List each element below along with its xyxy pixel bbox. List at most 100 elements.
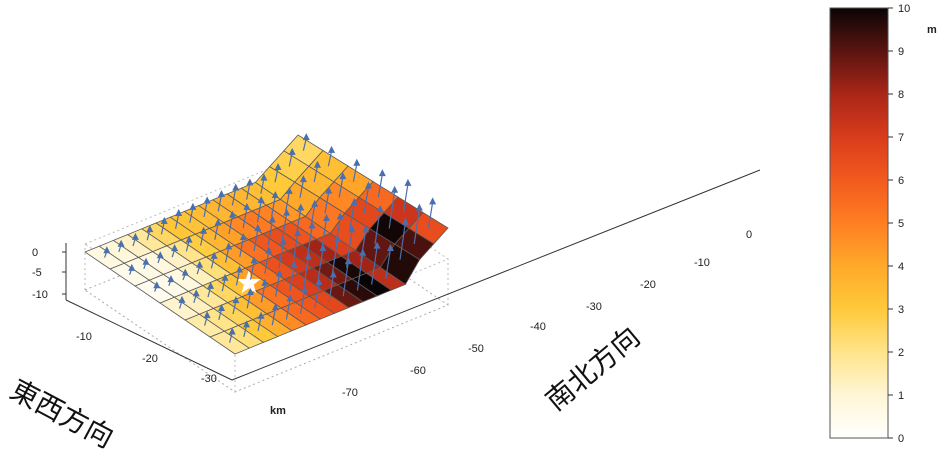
slip-vector [228,215,234,235]
ew-tick-label: -10 [76,331,92,343]
slip-vector-head [207,281,215,289]
slip-vector-head [268,215,276,223]
ns-axis-label: 南北方向 [539,320,646,417]
slip-vector [346,230,353,268]
colorbar-tick-label: 5 [898,218,904,230]
slip-vector [313,165,319,183]
slip-vector [200,231,205,246]
slip-vector-head [322,214,330,222]
slip-vector-head [378,169,386,177]
ns-axis-line [231,169,761,381]
ew-axis-line [65,299,233,381]
slip-vector-head [246,287,254,295]
slip-vector-head [365,181,373,189]
slip-vector-head [302,133,310,141]
slip-vector-head [160,216,168,224]
slip-vector-head [203,311,211,319]
slip-vector [306,226,313,257]
slip-vector [253,228,259,252]
slip-vector [246,183,251,200]
slip-vector [256,200,262,223]
slip-vector-head [192,289,200,297]
colorbar-tick-label: 9 [898,46,904,58]
slip-vector-head [313,160,321,168]
slip-vector-head [239,233,247,241]
colorbar-tick-label: 7 [898,132,904,144]
slip-vector-head [103,246,111,254]
slip-vector-head [328,145,336,153]
slip-vector [310,204,316,228]
slip-vector-head [178,295,186,303]
slip-vector-head [348,225,356,233]
slip-vector [246,292,251,309]
slip-vector-head [415,203,423,211]
slip-vector [385,248,392,279]
slip-vector [314,282,320,308]
slip-vector-head [128,263,136,271]
slip-vector [352,163,358,182]
slip-vector [303,257,310,286]
slip-vector-head [336,212,344,220]
slip-vector-head [228,327,236,335]
slip-vector-head [404,178,412,186]
slip-vector-head [286,294,294,302]
slip-vector [302,138,307,151]
slip-vector [175,213,180,229]
ns-tick-label: -20 [640,279,656,291]
slip-vector [285,299,291,320]
slip-vector-head [386,243,394,251]
slip-vector [317,248,324,280]
slip-vector [275,274,281,297]
slip-vector-head [288,147,296,155]
colorbar-tick-label: 6 [898,175,904,187]
slip-vector-head [243,202,251,210]
slip-vector-head [376,204,384,212]
slip-vector [232,301,237,315]
colorbar-tick-label: 4 [898,261,904,273]
slip-vector-head [319,244,327,252]
slip-vector-head [373,241,381,249]
colorbar-scale [829,7,889,439]
slip-vector-head [232,183,240,191]
z-tick-label: -5 [32,267,42,279]
slip-vector-head [181,268,189,276]
slip-vector [214,223,219,240]
ns-tick-label: -70 [342,387,358,399]
ns-tick-label: -40 [530,321,546,333]
slip-vector-head [299,175,307,183]
slip-vector-head [185,235,193,243]
slip-vector-head [228,210,236,218]
slip-vector-head [254,223,262,231]
colorbar-tick-label: 2 [898,347,904,359]
slip-vector-head [146,225,154,233]
slip-vector-head [153,281,161,289]
slip-vector-head [279,237,287,245]
slip-vector [374,209,381,245]
slip-vector [231,188,237,206]
slip-vector-head [275,269,283,277]
slip-vector [221,278,226,292]
slip-vector [413,208,421,245]
slip-vector [371,246,378,285]
slip-vector-head [232,296,240,304]
slip-vector [324,191,330,214]
slip-vector [257,316,262,332]
slip-vector-head [353,158,361,166]
slip-vector-head [304,252,312,260]
slip-vector-head [246,178,254,186]
slip-vector [300,290,306,314]
slip-vector-head [214,218,222,226]
slip-vector [267,220,273,246]
slip-vector-head [283,208,291,216]
slip-vector [189,207,194,223]
slip-vector [235,270,241,286]
slip-vector [299,180,304,198]
slip-vector [289,265,295,291]
slip-vector-head [117,239,125,247]
slip-vector-head [142,257,150,265]
slip-vector [260,178,265,194]
slip-vector [296,208,302,234]
slip-vector [342,262,349,297]
slip-vector-head [250,256,258,264]
